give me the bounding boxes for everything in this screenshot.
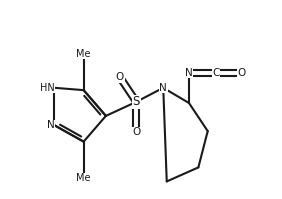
Text: O: O bbox=[237, 68, 246, 78]
Text: Me: Me bbox=[76, 49, 91, 59]
Text: N: N bbox=[185, 68, 193, 78]
Text: HN: HN bbox=[40, 83, 54, 93]
Text: N: N bbox=[159, 83, 167, 93]
Text: O: O bbox=[132, 127, 140, 137]
Text: N: N bbox=[47, 120, 54, 130]
Text: O: O bbox=[116, 72, 124, 82]
Text: S: S bbox=[133, 95, 140, 108]
Text: C: C bbox=[212, 68, 220, 78]
Text: Me: Me bbox=[76, 173, 91, 183]
